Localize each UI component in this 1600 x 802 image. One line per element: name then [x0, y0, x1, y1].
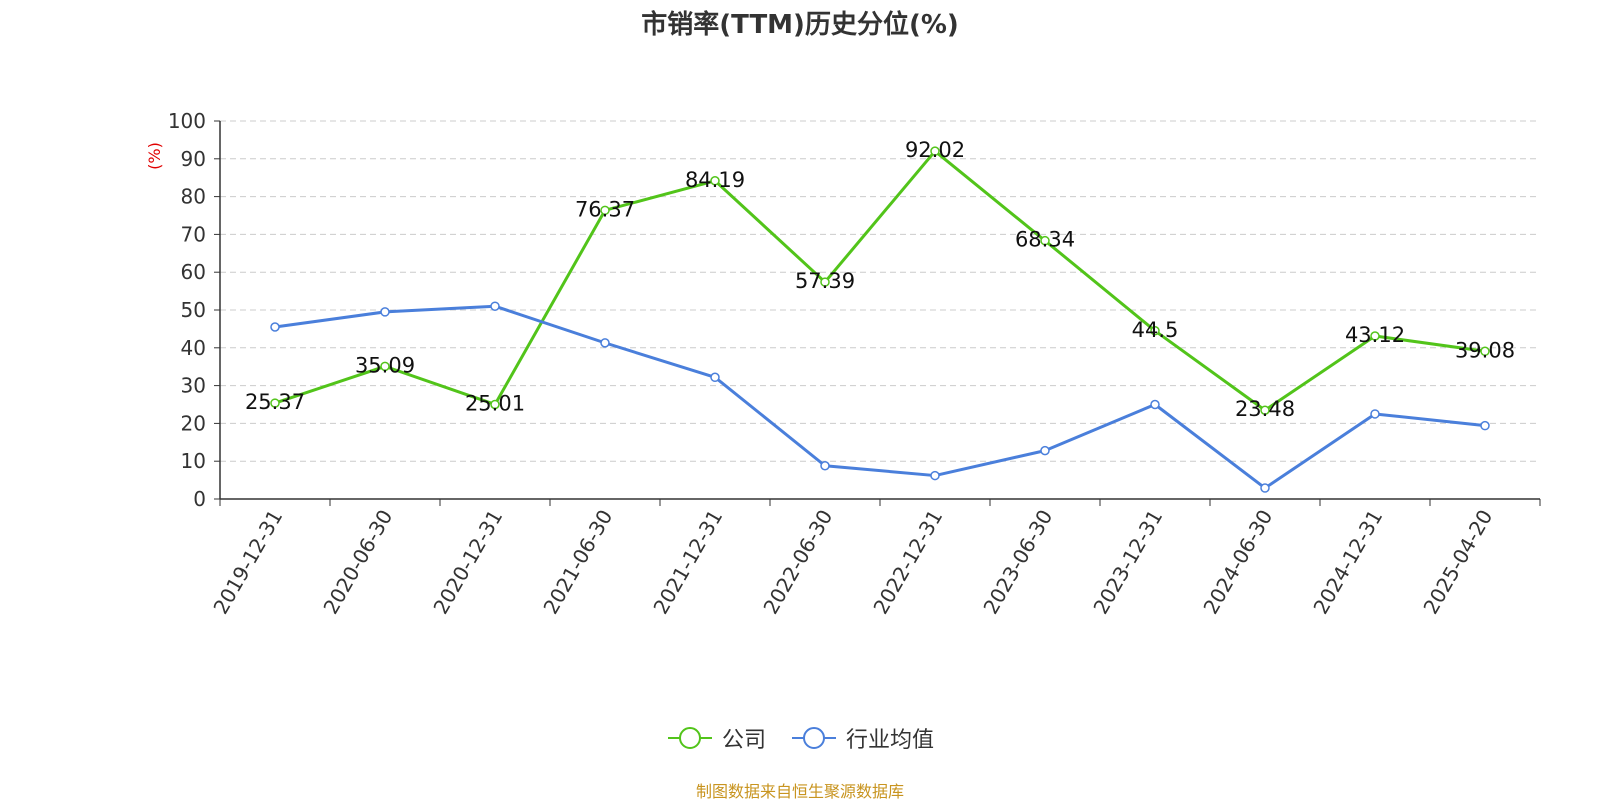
- data-label: 25.01: [465, 391, 525, 415]
- data-point: [490, 301, 500, 311]
- data-label: 39.08: [1455, 338, 1515, 362]
- x-tick-label: 2024-12-31: [1308, 506, 1387, 619]
- chart-title: 市销率(TTM)历史分位(%): [641, 10, 959, 40]
- x-tick-label: 2022-06-30: [758, 506, 837, 619]
- data-point: [1370, 331, 1380, 341]
- legend-swatch: [792, 727, 836, 749]
- data-label: 25.37: [245, 390, 305, 414]
- y-tick-label: 10: [181, 449, 206, 473]
- x-tick-label: 2021-12-31: [648, 506, 727, 619]
- legend-label: 行业均值: [846, 728, 935, 753]
- data-point: [710, 176, 720, 186]
- data-point: [1480, 346, 1490, 357]
- data-label: 76.37: [575, 197, 635, 221]
- x-tick-label: 2019-12-31: [208, 506, 287, 619]
- data-point: [490, 399, 500, 410]
- y-tick-label: 20: [181, 411, 206, 435]
- data-label: 23.48: [1235, 397, 1295, 421]
- legend-item[interactable]: 行业均值: [790, 722, 934, 754]
- legend: 公司 行业均值: [0, 722, 1600, 754]
- data-point: [380, 361, 390, 372]
- data-point: [1150, 326, 1160, 336]
- data-label: 35.09: [355, 353, 415, 377]
- data-point: [1480, 420, 1490, 431]
- data-point: [1150, 399, 1160, 410]
- x-tick-label: 2021-06-30: [538, 506, 617, 619]
- data-point: [710, 372, 720, 383]
- x-tick-label: 2020-06-30: [318, 506, 397, 619]
- y-tick-label: 90: [181, 147, 206, 171]
- series: [270, 146, 1490, 493]
- y-tick-label: 70: [181, 222, 206, 246]
- data-label: 68.34: [1015, 228, 1075, 252]
- data-labels: 25.37 35.09 25.01 76.37 84.19 57.39 92.02 68.34…: [245, 138, 1515, 421]
- data-point: [600, 205, 610, 216]
- legend-label: 公司: [721, 728, 766, 753]
- y-tick-label: 0: [193, 487, 206, 511]
- data-point: [930, 470, 940, 481]
- legend-item[interactable]: 公司: [666, 722, 766, 754]
- x-tick-label: 2023-12-31: [1088, 506, 1167, 619]
- data-point: [820, 277, 830, 287]
- legend-swatch: [667, 727, 712, 749]
- data-label: 44.5: [1132, 318, 1179, 342]
- y-tick-label: 40: [181, 336, 206, 360]
- y-axis-label: (%): [145, 142, 164, 170]
- y-tick-label: 60: [181, 260, 206, 284]
- data-label: 84.19: [685, 168, 745, 192]
- y-tick-label: 80: [181, 185, 206, 209]
- y-tick-label: 50: [181, 298, 206, 322]
- data-point: [270, 398, 280, 408]
- y-tick-label: 30: [181, 374, 206, 398]
- gridlines: [220, 120, 1540, 462]
- data-point: [600, 338, 610, 348]
- x-tick-label: 2022-12-31: [868, 506, 947, 619]
- x-tick-label: 2020-12-31: [428, 506, 507, 619]
- x-tick-label: 2023-06-30: [978, 506, 1057, 619]
- data-point: [1260, 405, 1270, 415]
- data-point: [1260, 483, 1270, 493]
- series-line-0: [274, 149, 1486, 412]
- series-line-1: [274, 304, 1486, 490]
- data-point: [1370, 409, 1380, 419]
- data-point: [930, 146, 940, 156]
- data-point: [1040, 445, 1050, 456]
- data-label: 92.02: [905, 138, 965, 162]
- data-point: [1040, 235, 1050, 246]
- data-label: 57.39: [795, 269, 855, 293]
- data-point: [380, 307, 390, 317]
- data-point: [820, 460, 830, 471]
- x-tick-label: 2025-04-20: [1418, 506, 1497, 619]
- data-label: 43.12: [1345, 323, 1405, 347]
- x-tick-label: 2024-06-30: [1198, 506, 1277, 619]
- data-point: [270, 322, 280, 332]
- source-note: 制图数据来自恒生聚源数据库: [695, 782, 904, 801]
- y-tick-label: 100: [168, 109, 206, 133]
